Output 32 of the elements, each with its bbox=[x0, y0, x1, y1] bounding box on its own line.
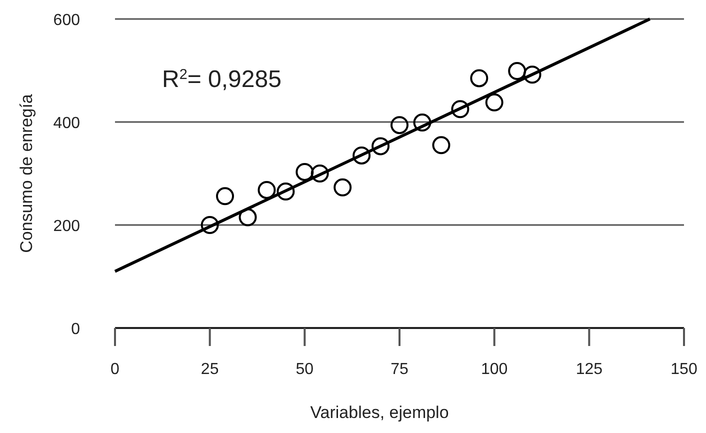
x-tick-label: 150 bbox=[670, 361, 698, 378]
point bbox=[310, 164, 329, 182]
point bbox=[352, 146, 371, 164]
point bbox=[258, 180, 276, 199]
y-tick-label: 200 bbox=[53, 218, 80, 235]
y-tick-label: 0 bbox=[71, 321, 80, 338]
point bbox=[432, 136, 450, 154]
x-tick-label: 100 bbox=[480, 361, 508, 378]
x-tick-label: 50 bbox=[296, 361, 314, 378]
point bbox=[523, 66, 542, 84]
y-axis-title: Consumo de enregía bbox=[17, 94, 36, 253]
point bbox=[451, 100, 470, 118]
x-axis-title: Variables, ejemplo bbox=[310, 403, 449, 422]
point bbox=[238, 208, 257, 226]
point bbox=[334, 178, 352, 196]
x-tick-label: 75 bbox=[390, 361, 408, 378]
point bbox=[413, 114, 432, 132]
annotation: R$^{2}$= 0,9285 bbox=[162, 66, 282, 93]
x-tick-label: 125 bbox=[576, 361, 603, 378]
point bbox=[508, 62, 526, 80]
point bbox=[372, 137, 390, 156]
point bbox=[390, 116, 408, 134]
point bbox=[485, 93, 504, 112]
point bbox=[296, 162, 314, 181]
y-tick-label: 600 bbox=[53, 12, 80, 29]
point bbox=[216, 187, 234, 206]
point bbox=[276, 182, 295, 201]
x-tick-label: 25 bbox=[200, 361, 219, 378]
x-tick-label: 0 bbox=[110, 361, 120, 378]
y-tick-label: 400 bbox=[53, 115, 80, 132]
point bbox=[200, 216, 219, 234]
point bbox=[470, 69, 488, 88]
